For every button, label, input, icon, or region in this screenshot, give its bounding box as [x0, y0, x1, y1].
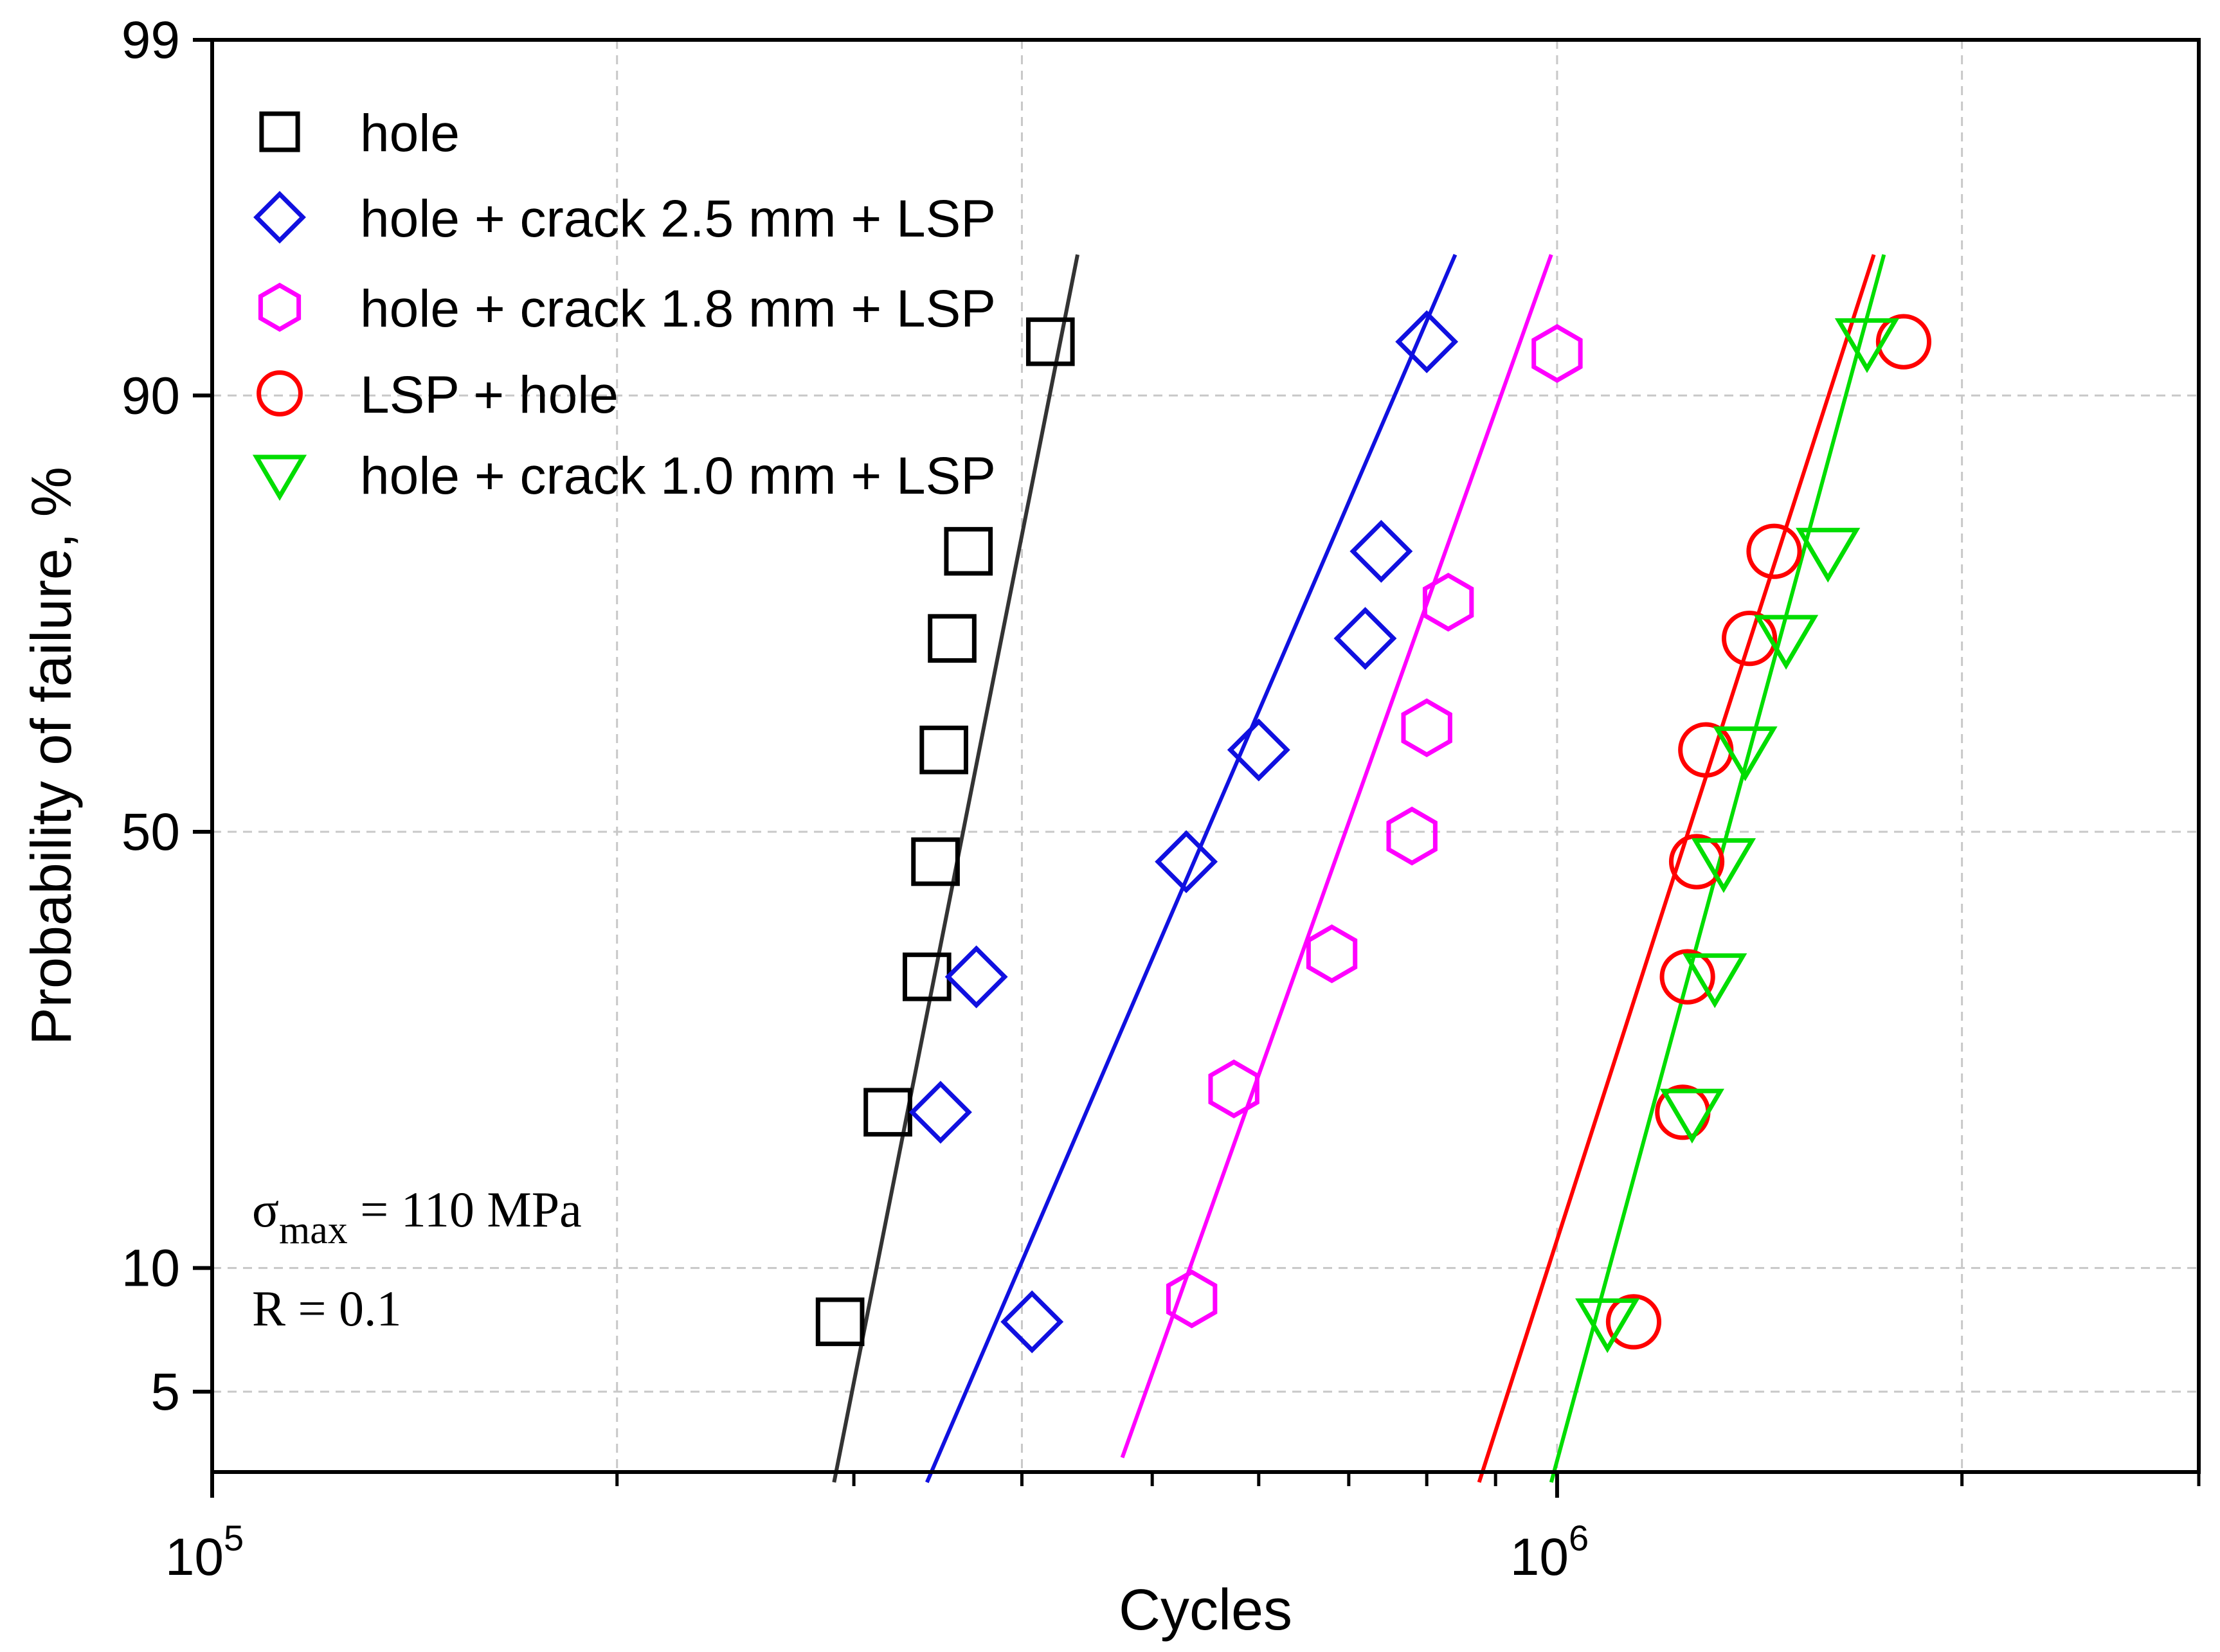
data-point [1668, 834, 1725, 890]
data-point [1386, 806, 1438, 866]
data-point [1796, 528, 1861, 583]
data-point [1531, 324, 1583, 383]
data-point [1166, 1269, 1218, 1329]
fit-line [925, 253, 1457, 1484]
x-tick-label: 106 [1510, 1518, 1589, 1586]
data-point [911, 837, 960, 886]
data-point [1227, 718, 1290, 782]
legend-marker [259, 111, 300, 152]
data-point [1875, 314, 1932, 370]
data-point [1721, 611, 1778, 667]
legend: hole hole + crack 2.5 mm + LSP hole + crac… [252, 104, 996, 505]
data-point [1422, 572, 1474, 632]
data-point [1713, 726, 1778, 782]
legend-label: LSP + hole [360, 366, 618, 424]
plot-frame [210, 38, 2201, 1474]
data-point [1746, 523, 1802, 579]
data-point [1395, 310, 1459, 373]
legend-marker [257, 370, 303, 417]
legend-label: hole + crack 2.5 mm + LSP [360, 190, 996, 248]
data-point [815, 1297, 865, 1347]
data-point [1000, 1290, 1064, 1354]
legend-marker [253, 191, 306, 244]
data-point [1691, 838, 1756, 893]
y-tick-labels: 5 10 50 90 99 [122, 11, 180, 1421]
x-tick-labels: 105 106 [165, 1518, 1589, 1586]
data-point [1333, 607, 1397, 670]
x-tick-label: 105 [165, 1518, 244, 1586]
data-point [1753, 615, 1819, 670]
data-point [944, 526, 993, 576]
data-point [928, 614, 977, 663]
data-point [1025, 317, 1075, 366]
y-tick-label: 10 [122, 1239, 180, 1298]
data-point [1401, 698, 1452, 758]
data-point [1683, 953, 1747, 1009]
legend-marker [252, 454, 307, 501]
data-point [1605, 1294, 1662, 1350]
data-point [1834, 318, 1900, 373]
data-point [919, 725, 968, 775]
x-axis-title: Cycles [1119, 1578, 1292, 1642]
r-ratio-annotation: R = 0.1 [252, 1280, 402, 1336]
data-point [1208, 1059, 1259, 1118]
data-point [1349, 519, 1413, 583]
fit-line [1549, 254, 1886, 1483]
annotations: σmax = 110 MPa R = 0.1 [252, 1181, 582, 1336]
data-point [944, 945, 1008, 1009]
y-tick-label: 90 [122, 366, 180, 425]
data-point [1306, 924, 1358, 983]
y-tick-label: 99 [122, 11, 180, 69]
data-point [1659, 1088, 1724, 1144]
fit-lines [832, 253, 1886, 1484]
y-tick-label: 5 [150, 1363, 180, 1421]
legend-label: hole + crack 1.8 mm + LSP [360, 280, 996, 338]
sigma-max-annotation: σmax = 110 MPa [252, 1181, 582, 1252]
data-point [1659, 949, 1715, 1005]
data-markers [815, 310, 1932, 1354]
legend-label: hole [360, 104, 460, 163]
axis-ticks [193, 38, 2201, 1498]
y-axis-title: Probability of failure, % [19, 467, 83, 1045]
data-point [908, 1081, 972, 1144]
fit-line [1120, 254, 1553, 1459]
data-point [1155, 830, 1218, 893]
legend-marker [258, 282, 302, 332]
y-tick-label: 50 [122, 803, 180, 861]
fit-line [1477, 254, 1876, 1483]
legend-label: hole + crack 1.0 mm + LSP [360, 447, 996, 505]
data-point [1575, 1298, 1640, 1354]
